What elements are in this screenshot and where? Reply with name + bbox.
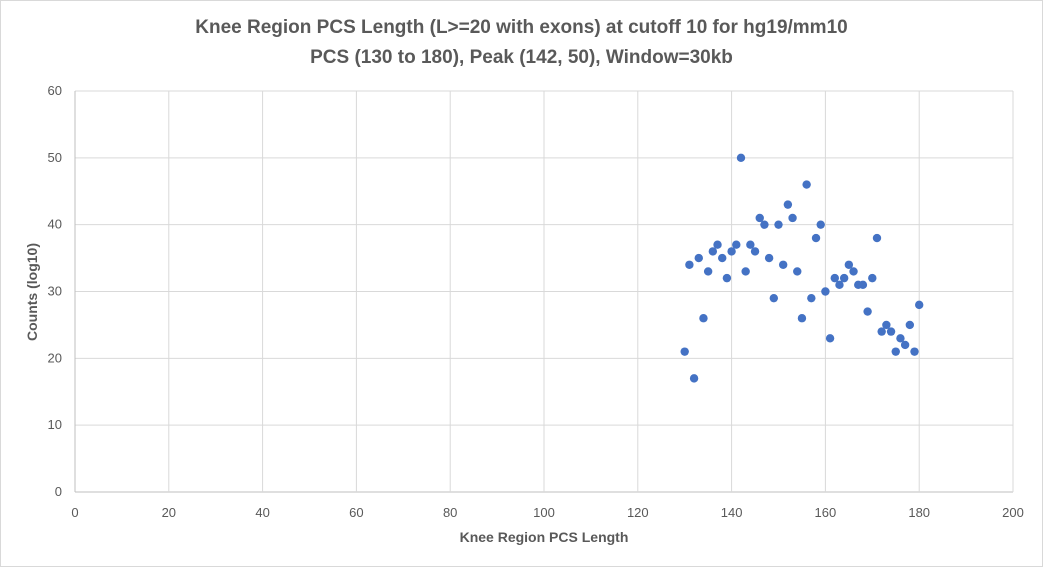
data-point	[732, 240, 741, 249]
x-tick-labels: 0 20 40 60 80 100 120 140 160 180 200	[71, 505, 1023, 520]
data-point	[891, 347, 900, 356]
y-tick-label: 30	[48, 284, 62, 299]
data-point	[797, 314, 807, 323]
x-tick-label: 100	[533, 505, 555, 520]
data-point	[685, 260, 694, 269]
x-tick-label: 180	[908, 505, 930, 520]
data-point	[844, 260, 854, 269]
y-tick-labels: 0 10 20 30 40 50 60	[48, 83, 62, 499]
data-point	[910, 347, 919, 356]
y-tick-label: 50	[48, 150, 62, 165]
data-point	[689, 374, 699, 383]
data-point	[736, 153, 746, 163]
data-point	[793, 267, 802, 276]
data-point	[905, 320, 915, 330]
y-tick-label: 20	[48, 350, 62, 365]
data-point	[807, 293, 816, 303]
data-point	[821, 287, 830, 296]
data-point	[750, 247, 760, 256]
data-point	[877, 327, 886, 336]
data-point	[811, 233, 821, 243]
data-point	[872, 233, 882, 243]
x-tick-label: 140	[721, 505, 743, 520]
data-point	[755, 213, 764, 223]
y-tick-label: 0	[55, 484, 62, 499]
gridlines	[74, 90, 1014, 493]
data-point	[858, 280, 868, 290]
data-point	[788, 213, 797, 223]
data-point	[882, 320, 891, 330]
data-point	[886, 327, 896, 336]
chart-subtitle: PCS (130 to 180), Peak (142, 50), Window…	[310, 47, 733, 68]
data-point	[699, 314, 708, 323]
data-point	[835, 280, 844, 290]
data-point	[764, 253, 774, 263]
y-tick-label: 40	[48, 217, 62, 232]
data-point	[741, 267, 750, 276]
data-point	[849, 267, 858, 276]
data-point	[863, 307, 872, 316]
data-point	[778, 260, 788, 269]
x-tick-label: 120	[627, 505, 649, 520]
data-point	[816, 220, 825, 229]
x-axis-title: Knee Region PCS Length	[460, 529, 629, 545]
data-point	[868, 273, 877, 283]
data-point	[900, 340, 910, 350]
x-tick-label: 160	[815, 505, 837, 520]
data-point	[760, 220, 769, 229]
data-point	[703, 267, 713, 276]
x-tick-label: 0	[71, 505, 78, 520]
data-point	[825, 334, 835, 343]
x-tick-label: 60	[349, 505, 363, 520]
data-point	[783, 200, 793, 209]
data-point	[718, 253, 727, 263]
data-point	[896, 334, 905, 343]
data-points	[680, 153, 924, 383]
data-point	[769, 293, 779, 303]
data-point	[694, 253, 703, 263]
data-point	[722, 273, 732, 283]
x-tick-label: 40	[255, 505, 269, 520]
data-point	[680, 347, 689, 356]
data-point	[708, 247, 718, 256]
data-point	[774, 220, 783, 229]
data-point	[802, 180, 811, 189]
x-tick-label: 20	[162, 505, 176, 520]
x-tick-label: 80	[443, 505, 457, 520]
y-axis-title: Counts (log10)	[24, 243, 40, 341]
data-point	[915, 300, 924, 310]
data-point	[839, 273, 849, 283]
data-point	[713, 240, 722, 249]
y-tick-label: 60	[48, 83, 62, 98]
data-point	[727, 247, 736, 256]
y-tick-label: 10	[48, 417, 62, 432]
data-point	[830, 273, 839, 283]
chart-title: Knee Region PCS Length (L>=20 with exons…	[195, 17, 848, 38]
data-point	[746, 240, 755, 249]
x-tick-label: 200	[1002, 505, 1024, 520]
